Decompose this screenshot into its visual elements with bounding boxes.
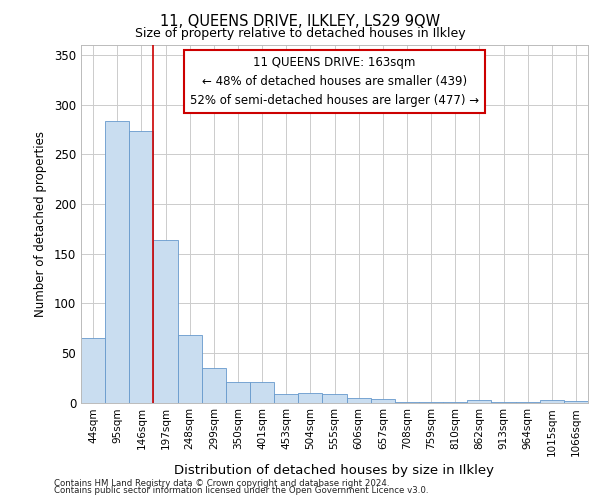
Bar — [274, 394, 298, 402]
Bar — [371, 398, 395, 402]
Text: 11, QUEENS DRIVE, ILKLEY, LS29 9QW: 11, QUEENS DRIVE, ILKLEY, LS29 9QW — [160, 14, 440, 29]
Bar — [322, 394, 347, 402]
Bar — [202, 368, 226, 402]
Y-axis label: Number of detached properties: Number of detached properties — [34, 130, 47, 317]
X-axis label: Distribution of detached houses by size in Ilkley: Distribution of detached houses by size … — [175, 464, 494, 477]
Bar — [154, 240, 178, 402]
Bar — [178, 335, 202, 402]
Text: Contains HM Land Registry data © Crown copyright and database right 2024.: Contains HM Land Registry data © Crown c… — [54, 478, 389, 488]
Bar — [467, 400, 491, 402]
Text: Contains public sector information licensed under the Open Government Licence v3: Contains public sector information licen… — [54, 486, 428, 495]
Bar — [226, 382, 250, 402]
Bar — [105, 122, 129, 402]
Text: Size of property relative to detached houses in Ilkley: Size of property relative to detached ho… — [134, 28, 466, 40]
Bar — [250, 382, 274, 402]
Bar — [298, 392, 322, 402]
Bar — [129, 132, 154, 402]
Bar — [81, 338, 105, 402]
Text: 11 QUEENS DRIVE: 163sqm
← 48% of detached houses are smaller (439)
52% of semi-d: 11 QUEENS DRIVE: 163sqm ← 48% of detache… — [190, 56, 479, 106]
Bar — [564, 400, 588, 402]
Bar — [540, 400, 564, 402]
Bar — [347, 398, 371, 402]
